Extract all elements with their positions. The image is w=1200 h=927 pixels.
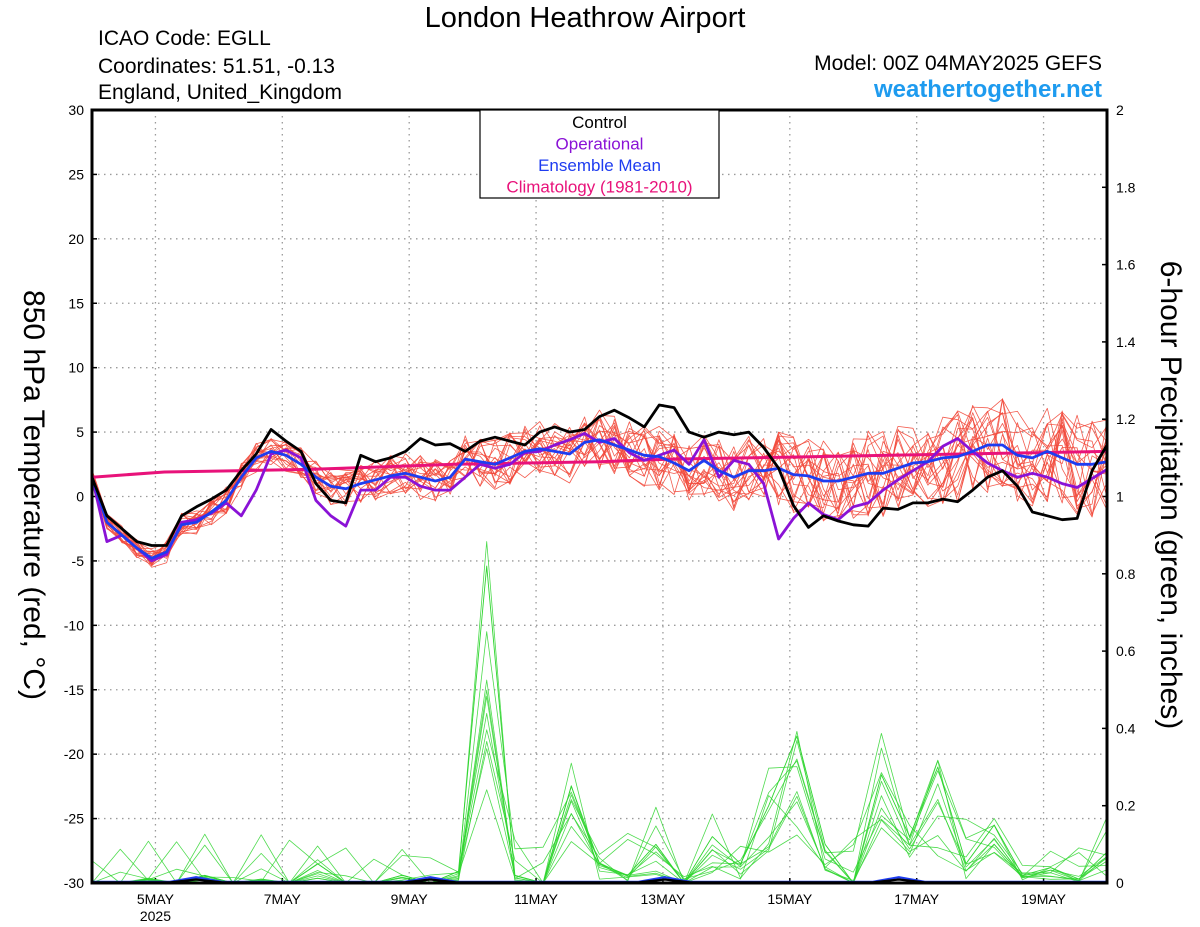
ensemble-member-line: [91, 416, 1108, 558]
left-tick-label: 25: [68, 166, 84, 182]
left-tick-label: -5: [72, 553, 85, 569]
website-link[interactable]: weathertogether.net: [873, 76, 1102, 103]
right-tick-label: 1.2: [1116, 411, 1136, 427]
right-tick-label: 1.4: [1116, 334, 1136, 350]
ensemble-member-line: [91, 423, 1108, 565]
operational-line: [90, 432, 1108, 563]
right-tick-label: 0.8: [1116, 566, 1136, 582]
legend-item-1: Operational: [556, 135, 644, 154]
right-tick-label: 1: [1116, 489, 1124, 505]
right-tick-label: 0.2: [1116, 798, 1136, 814]
left-tick-label: -15: [64, 682, 84, 698]
plot-frame: [90, 108, 1109, 885]
left-tick-label: 10: [68, 360, 84, 376]
precip-member-line: [92, 631, 1108, 884]
x-tick-label: 7MAY: [264, 891, 302, 907]
model-run: Model: 00Z 04MAY2025 GEFS: [814, 52, 1102, 75]
left-tick-label: -25: [64, 811, 84, 827]
left-tick-label: 5: [76, 424, 84, 440]
left-tick-label: 20: [68, 231, 84, 247]
left-tick-label: 0: [76, 489, 84, 505]
ensemble-member-line: [91, 411, 1108, 560]
left-tick-label: 15: [68, 295, 84, 311]
x-tick-label: 11MAY: [514, 891, 558, 907]
ensemble-member-line: [91, 399, 1108, 567]
x-year-label: 2025: [140, 908, 171, 924]
right-tick-label: 2: [1116, 102, 1124, 118]
x-tick-label: 19MAY: [1021, 891, 1067, 907]
ensemble-member-line: [91, 398, 1108, 561]
right-tick-label: 0.4: [1116, 720, 1136, 736]
precip-member-line: [92, 729, 1108, 884]
chart-title: London Heathrow Airport: [424, 2, 746, 34]
precip-member-line: [91, 689, 1108, 884]
legend-item-0: Control: [572, 113, 627, 132]
legend-box: [479, 109, 720, 199]
ensemble-member-line: [91, 412, 1108, 555]
x-tick-label: 5MAY: [137, 891, 175, 907]
region: England, United_Kingdom: [98, 81, 343, 104]
ensemble-mean-line: [90, 438, 1108, 560]
left-tick-label: -10: [64, 617, 84, 633]
precip-member-line: [91, 541, 1108, 884]
ensemble-member-line: [91, 412, 1108, 555]
x-tick-label: 15MAY: [767, 891, 813, 907]
coordinates: Coordinates: 51.51, -0.13: [98, 55, 335, 78]
x-tick-label: 13MAY: [641, 891, 687, 907]
left-tick-label: -20: [64, 746, 84, 762]
left-tick-label: -30: [64, 875, 84, 891]
ensemble-member-line: [91, 405, 1108, 560]
climatology-line: [91, 449, 1108, 479]
right-tick-label: 1.6: [1116, 257, 1136, 273]
precip-line: [92, 565, 1108, 884]
precip-member-line: [92, 783, 1108, 884]
x-tick-label: 9MAY: [391, 891, 429, 907]
ensemble-member-line: [91, 410, 1108, 564]
right-tick-label: 1.8: [1116, 179, 1136, 195]
precip-member-line: [92, 679, 1108, 884]
ensemble-member-line: [91, 417, 1108, 556]
precip-member-line: [92, 696, 1108, 884]
legend-item-2: Ensemble Mean: [538, 156, 661, 175]
ensemble-member-line: [91, 414, 1108, 559]
left-tick-label: 30: [68, 102, 84, 118]
legend-item-3: Climatology (1981-2010): [506, 178, 692, 197]
icao-code: ICAO Code: EGLL: [98, 27, 271, 50]
x-tick-label: 17MAY: [894, 891, 940, 907]
right-tick-label: 0.6: [1116, 643, 1136, 659]
control-line: [90, 403, 1109, 547]
ensemble-member-line: [91, 410, 1108, 557]
right-tick-label: 0: [1116, 875, 1124, 891]
